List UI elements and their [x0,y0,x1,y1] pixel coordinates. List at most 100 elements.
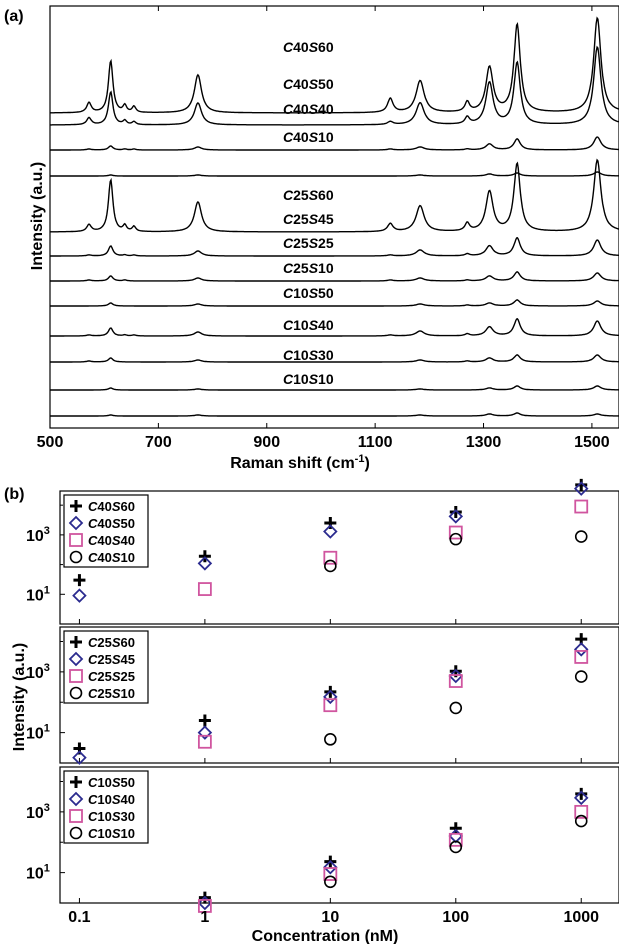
spectrum-label: C25S60 [283,187,334,203]
marker-square [69,669,83,683]
marker-diamond [68,515,84,531]
y-tick-exp: 1 [44,863,50,875]
x-ticks-a: 500 700 900 1100 1300 1500 [37,6,610,451]
legend-entry-part: 10 [121,550,135,565]
marker-diamond [573,642,589,657]
spectrum-label-part: C [283,317,294,333]
legend-entry-part: S [112,533,121,548]
spectrum-trace [50,158,619,233]
y-tick-exp: 1 [44,584,50,596]
legend-entry-part: 10 [121,686,135,701]
spectrum-label-part: S [309,371,319,387]
legend-entry: C10S30 [88,809,135,824]
spectrum-label-part: S [309,260,319,276]
marker-diamond [72,750,87,765]
y-tick-base: 10 [26,587,44,604]
y-tick-exp: 1 [44,723,50,735]
marker-square [197,582,212,596]
spectrum-label-part: C [283,211,294,227]
legend-entry: C25S45 [88,652,135,667]
panel-a: (a) Intensity (a.u.) Raman shift (cm-1) … [4,5,619,472]
marker-plus [73,574,86,587]
spectrum-label-part: 10 [318,260,334,276]
x-tick-label-b: 100 [442,909,469,926]
spectrum-label-part: 50 [318,76,334,92]
spectrum-label-part: 10 [318,371,334,387]
marker-diamond [323,524,338,539]
legend-entry-part: C [88,775,98,790]
spectrum-label-part: C [283,371,294,387]
plot-frame-b [59,766,619,904]
legend-entry-part: C [88,792,98,807]
marker-square [323,550,338,565]
spectrum-label-part: C [283,39,294,55]
spectrum-label-part: S [309,129,319,145]
x-tick-label-b: 1 [200,909,209,926]
spectrum-trace [50,171,619,177]
spectrum-trace [50,16,619,114]
spectrum-label-part: C [283,285,294,301]
legend-entry-part: 25 [97,635,111,650]
spectrum-label-part: 30 [318,347,334,363]
legend-entry: C10S10 [88,826,135,841]
spectrum-label: C40S60 [283,39,334,55]
marker-diamond [448,668,464,684]
marker-plus [449,505,462,518]
spectrum-label-part: 40 [318,317,334,333]
legend-entry: C25S25 [88,669,135,684]
spectrum-label-part: 25 [293,235,309,251]
legend-entry-part: C [88,826,98,841]
marker-circle [324,559,337,573]
spectrum-label-part: 40 [318,101,334,117]
spectrum-trace [50,412,619,417]
marker-square [323,698,338,713]
spectrum-label-part: 40 [293,101,309,117]
marker-circle [69,826,83,840]
y-tick-label-b: 101 [26,584,50,604]
x-tick-label-a: 1100 [358,434,393,451]
legend-entry-part: S [112,809,121,824]
legend-entry-part: C [88,669,98,684]
spectrum-label: C10S10 [283,371,334,387]
legend-entry-part: 45 [121,652,135,667]
x-ticks-b: 0.1 1 10 100 1000 [68,909,599,926]
x-tick-label-a: 900 [253,434,280,451]
legend-entry-part: 40 [121,792,135,807]
spectrum-label: C10S40 [283,317,334,333]
x-tick-label-a: 1300 [466,434,502,451]
legend-entry-part: 40 [97,516,111,531]
spectrum-label: C10S50 [283,285,334,301]
legend-entry-part: 50 [121,516,135,531]
marker-square [574,650,589,664]
spectrum-label: C25S45 [283,211,334,227]
x-tick-label-b: 1000 [563,909,599,926]
legend-entry-part: 25 [97,652,111,667]
marker-plus [70,500,82,512]
y-axis-title-b: Intensity (a.u.) [11,643,28,751]
x-tick-label-a: 500 [37,434,64,451]
y-tick-label-b: 103 [26,525,50,545]
marker-square [448,525,463,540]
marker-diamond [68,791,84,807]
marker-circle [69,550,83,564]
legend-entry: C40S60 [88,499,135,514]
spectrum-label-part: S [309,187,319,203]
y-tick-label-b: 103 [26,802,50,822]
marker-square [574,499,589,514]
x-axis-title-tail: ) [364,455,369,472]
marker-plus [449,822,462,835]
spectrum-label-part: 25 [318,235,334,251]
spectrum-label-part: 10 [293,347,309,363]
spectrum-label-part: S [309,347,319,363]
spectrum-label-part: 45 [318,211,334,227]
legend-entry-part: C [88,652,98,667]
spectrum-trace [50,317,619,337]
marker-diamond [323,689,338,705]
spectrum-label-part: C [283,187,294,203]
marker-plus [198,714,211,727]
marker-square [197,734,212,749]
y-tick-label-b: 103 [26,662,50,682]
y-tick-base: 10 [26,726,44,743]
spectrum-label-part: S [309,211,319,227]
